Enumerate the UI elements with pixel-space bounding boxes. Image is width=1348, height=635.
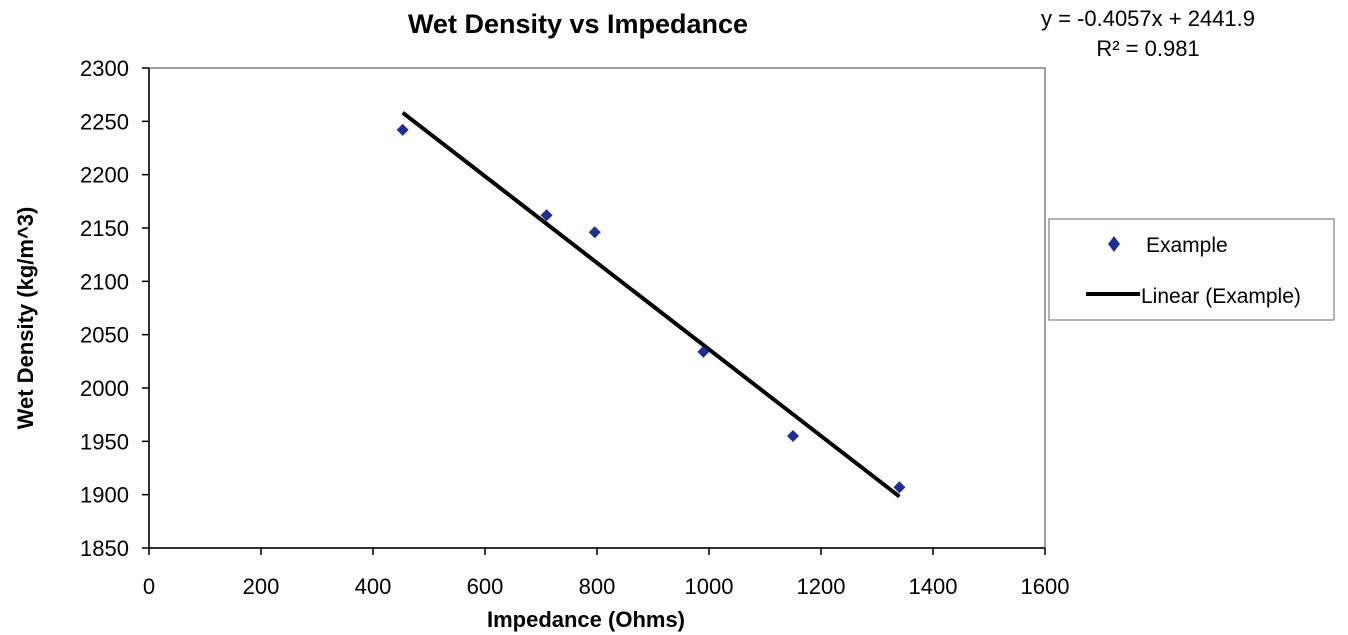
x-tick-label: 400 <box>355 574 392 599</box>
legend: Example Linear (Example) <box>1048 218 1335 321</box>
y-tick-label: 1950 <box>80 429 129 454</box>
x-tick-label: 600 <box>467 574 504 599</box>
trendline-equation: y = -0.4057x + 2441.9 <box>1041 6 1255 31</box>
y-tick-label: 1850 <box>80 536 129 561</box>
y-tick-label: 1900 <box>80 483 129 508</box>
x-tick-label: 800 <box>579 574 616 599</box>
legend-trendline-label: Linear (Example) <box>1141 285 1301 308</box>
y-tick-label: 2250 <box>80 109 129 134</box>
chart-title: Wet Density vs Impedance <box>408 9 748 39</box>
data-point <box>893 481 906 494</box>
y-tick-label: 2300 <box>80 56 129 81</box>
data-point <box>540 209 553 222</box>
plot-area <box>148 67 1046 549</box>
y-axis-label: Wet Density (kg/m^3) <box>13 207 38 430</box>
legend-diamond-icon <box>1108 236 1120 252</box>
y-tick-label: 2100 <box>80 269 129 294</box>
x-tick-label: 1000 <box>685 574 734 599</box>
x-tick-label: 1600 <box>1021 574 1070 599</box>
x-tick-label: 1200 <box>797 574 846 599</box>
x-tick-label: 200 <box>243 574 280 599</box>
y-tick-label: 2150 <box>80 216 129 241</box>
x-tick-label: 1400 <box>909 574 958 599</box>
legend-box <box>1048 218 1335 321</box>
trendline <box>401 111 901 499</box>
y-tick-label: 2050 <box>80 323 129 348</box>
data-point <box>588 226 601 239</box>
data-point <box>787 430 799 442</box>
data-points <box>396 123 906 494</box>
x-axis-label: Impedance (Ohms) <box>487 607 685 632</box>
x-axis-ticks: 0 200 400 600 800 1000 1200 1400 1600 <box>143 548 1070 599</box>
y-axis-ticks: 1850 1900 1950 2000 2050 2100 2150 2200 2250 2300 <box>80 56 149 561</box>
data-point <box>396 123 409 136</box>
trendline-layer <box>401 111 901 499</box>
y-tick-label: 2200 <box>80 163 129 188</box>
r-squared-label: R² = 0.981 <box>1096 36 1199 61</box>
data-point <box>697 345 710 358</box>
legend-series-label: Example <box>1146 234 1228 257</box>
x-tick-label: 0 <box>143 574 155 599</box>
y-tick-label: 2000 <box>80 376 129 401</box>
